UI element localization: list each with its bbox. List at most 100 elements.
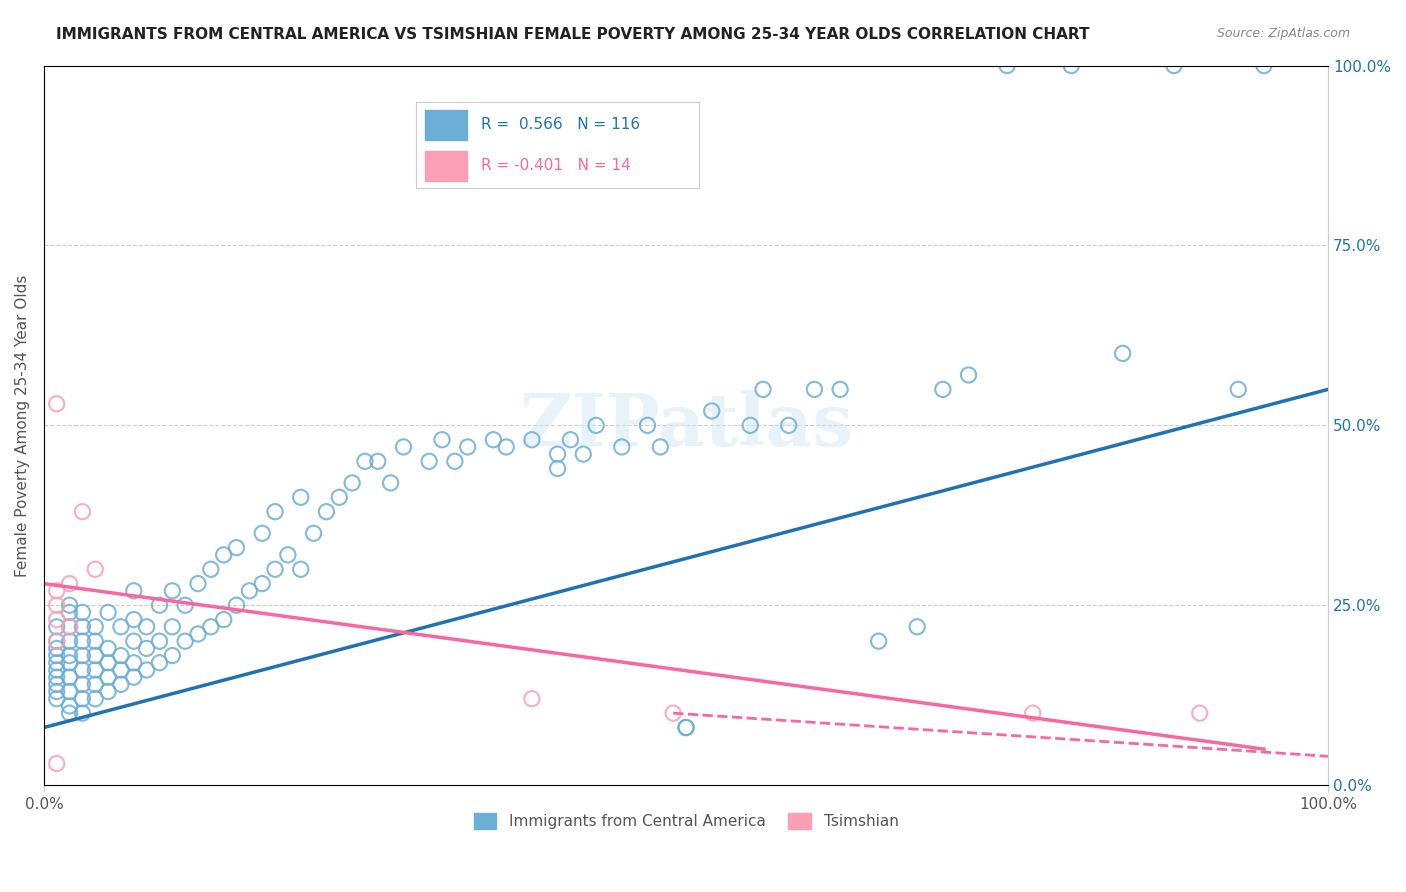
Point [45,670,67,684]
Point [110,620,132,634]
Point [72,505,94,519]
Point [45,663,67,677]
Point [45,634,67,648]
Point [803,383,825,397]
Point [520,433,543,447]
Point [995,59,1018,73]
Point [148,598,170,612]
Point [148,634,170,648]
Point [58,576,80,591]
Point [110,648,132,663]
Point [58,598,80,612]
Point [122,670,145,684]
Point [72,663,94,677]
Point [72,648,94,663]
Point [482,433,505,447]
Point [72,706,94,720]
Point [392,440,415,454]
Point [135,663,157,677]
Point [905,620,928,634]
Point [430,433,453,447]
Text: IMMIGRANTS FROM CENTRAL AMERICA VS TSIMSHIAN FEMALE POVERTY AMONG 25-34 YEAR OLD: IMMIGRANTS FROM CENTRAL AMERICA VS TSIMS… [56,27,1090,42]
Point [174,634,197,648]
Point [110,663,132,677]
Point [45,656,67,670]
Point [45,634,67,648]
Point [264,562,287,576]
Point [250,576,273,591]
Point [84,677,107,691]
Point [238,583,260,598]
Point [1253,59,1275,73]
Point [700,404,723,418]
Point [675,721,697,735]
Point [58,620,80,634]
Point [84,691,107,706]
Point [72,606,94,620]
Point [547,461,569,475]
Point [174,598,197,612]
Text: ZIPatlas: ZIPatlas [519,390,853,461]
Point [122,613,145,627]
Point [225,598,247,612]
Point [520,691,543,706]
Point [547,447,569,461]
Point [122,634,145,648]
Point [212,613,235,627]
Point [264,505,287,519]
Point [84,620,107,634]
Point [84,648,107,663]
Legend: Immigrants from Central America, Tsimshian: Immigrants from Central America, Tsimshi… [467,806,904,835]
Point [162,648,184,663]
Point [162,583,184,598]
Point [830,383,852,397]
Point [1111,346,1133,360]
Point [290,562,312,576]
Point [97,606,120,620]
Point [1227,383,1250,397]
Point [212,548,235,562]
Point [277,548,299,562]
Point [457,440,479,454]
Point [380,475,402,490]
Point [58,684,80,698]
Point [752,383,775,397]
Point [72,620,94,634]
Point [45,648,67,663]
Point [650,440,672,454]
Point [162,620,184,634]
Point [367,454,389,468]
Point [45,613,67,627]
Point [302,526,325,541]
Point [315,505,337,519]
Point [932,383,955,397]
Point [58,606,80,620]
Point [58,656,80,670]
Point [187,576,209,591]
Point [662,706,685,720]
Point [354,454,377,468]
Point [58,634,80,648]
Point [187,627,209,641]
Point [572,447,595,461]
Point [110,677,132,691]
Point [444,454,467,468]
Point [97,641,120,656]
Point [328,491,350,505]
Point [148,656,170,670]
Point [97,656,120,670]
Point [58,670,80,684]
Point [135,620,157,634]
Point [957,368,980,382]
Point [1060,59,1083,73]
Point [122,583,145,598]
Point [97,684,120,698]
Point [45,641,67,656]
Point [45,583,67,598]
Point [585,418,607,433]
Point [45,620,67,634]
Point [418,454,440,468]
Point [778,418,800,433]
Point [45,397,67,411]
Point [72,691,94,706]
